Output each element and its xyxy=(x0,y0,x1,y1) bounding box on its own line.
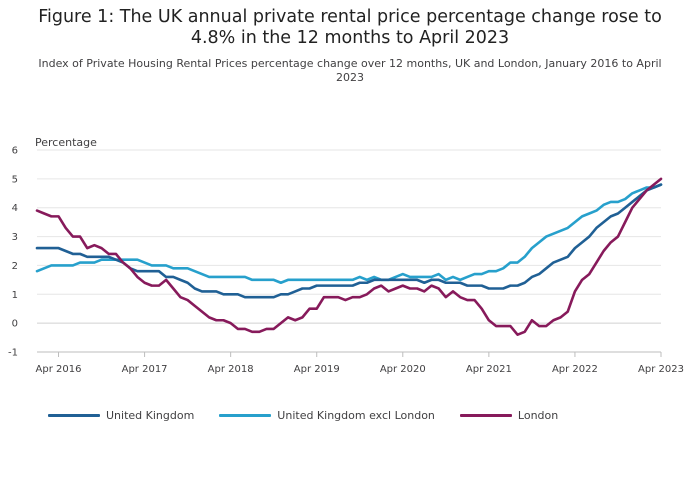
y-tick-label: 1 xyxy=(12,290,18,301)
legend-swatch-london xyxy=(459,414,512,417)
y-tick-label: 2 xyxy=(12,261,18,272)
x-tick-label: Apr 2022 xyxy=(552,364,598,375)
series-lines xyxy=(35,177,663,336)
y-tick-label: 3 xyxy=(12,232,18,243)
chart-subtitle: Index of Private Housing Rental Prices p… xyxy=(38,57,662,84)
y-axis-ticks: -1 0 1 2 3 4 5 6 xyxy=(8,146,18,359)
gridlines xyxy=(37,149,661,353)
legend-label-london: London xyxy=(517,409,559,422)
legend-swatch-uk xyxy=(48,414,100,417)
y-tick-label: -1 xyxy=(8,348,18,359)
legend-label-uk: United Kingdom xyxy=(106,409,195,422)
legend: United Kingdom United Kingdom excl Londo… xyxy=(48,409,583,422)
chart-title: Figure 1: The UK annual private rental p… xyxy=(38,7,662,48)
x-tick-label: Apr 2020 xyxy=(380,364,426,375)
y-tick-label: 6 xyxy=(12,146,18,157)
x-tick-label: Apr 2023 xyxy=(638,364,684,375)
series-line-london[interactable] xyxy=(35,177,663,336)
x-tick-label: Apr 2021 xyxy=(466,364,512,375)
series-line-united-kingdom[interactable] xyxy=(35,183,663,299)
legend-swatch-uk-excl-london xyxy=(219,414,272,417)
series-line-united-kingdom-excl-london[interactable] xyxy=(35,183,663,285)
legend-label-uk-excl-london: United Kingdom excl London xyxy=(277,409,435,422)
y-axis-label: Percentage xyxy=(35,136,97,149)
y-tick-label: 0 xyxy=(12,319,18,330)
x-tick-label: Apr 2017 xyxy=(122,364,168,375)
x-tick-label: Apr 2016 xyxy=(36,364,82,375)
legend-item-uk[interactable]: United Kingdom xyxy=(48,409,194,422)
legend-item-london[interactable]: London xyxy=(459,409,559,422)
x-tick-label: Apr 2019 xyxy=(294,364,340,375)
legend-item-uk-excl-london[interactable]: United Kingdom excl London xyxy=(219,409,435,422)
y-tick-label: 4 xyxy=(12,203,18,214)
y-tick-label: 5 xyxy=(12,174,18,185)
x-tick-label: Apr 2018 xyxy=(208,364,254,375)
x-axis: Apr 2016 Apr 2017 Apr 2018 Apr 2019 Apr 2020… xyxy=(36,351,684,375)
